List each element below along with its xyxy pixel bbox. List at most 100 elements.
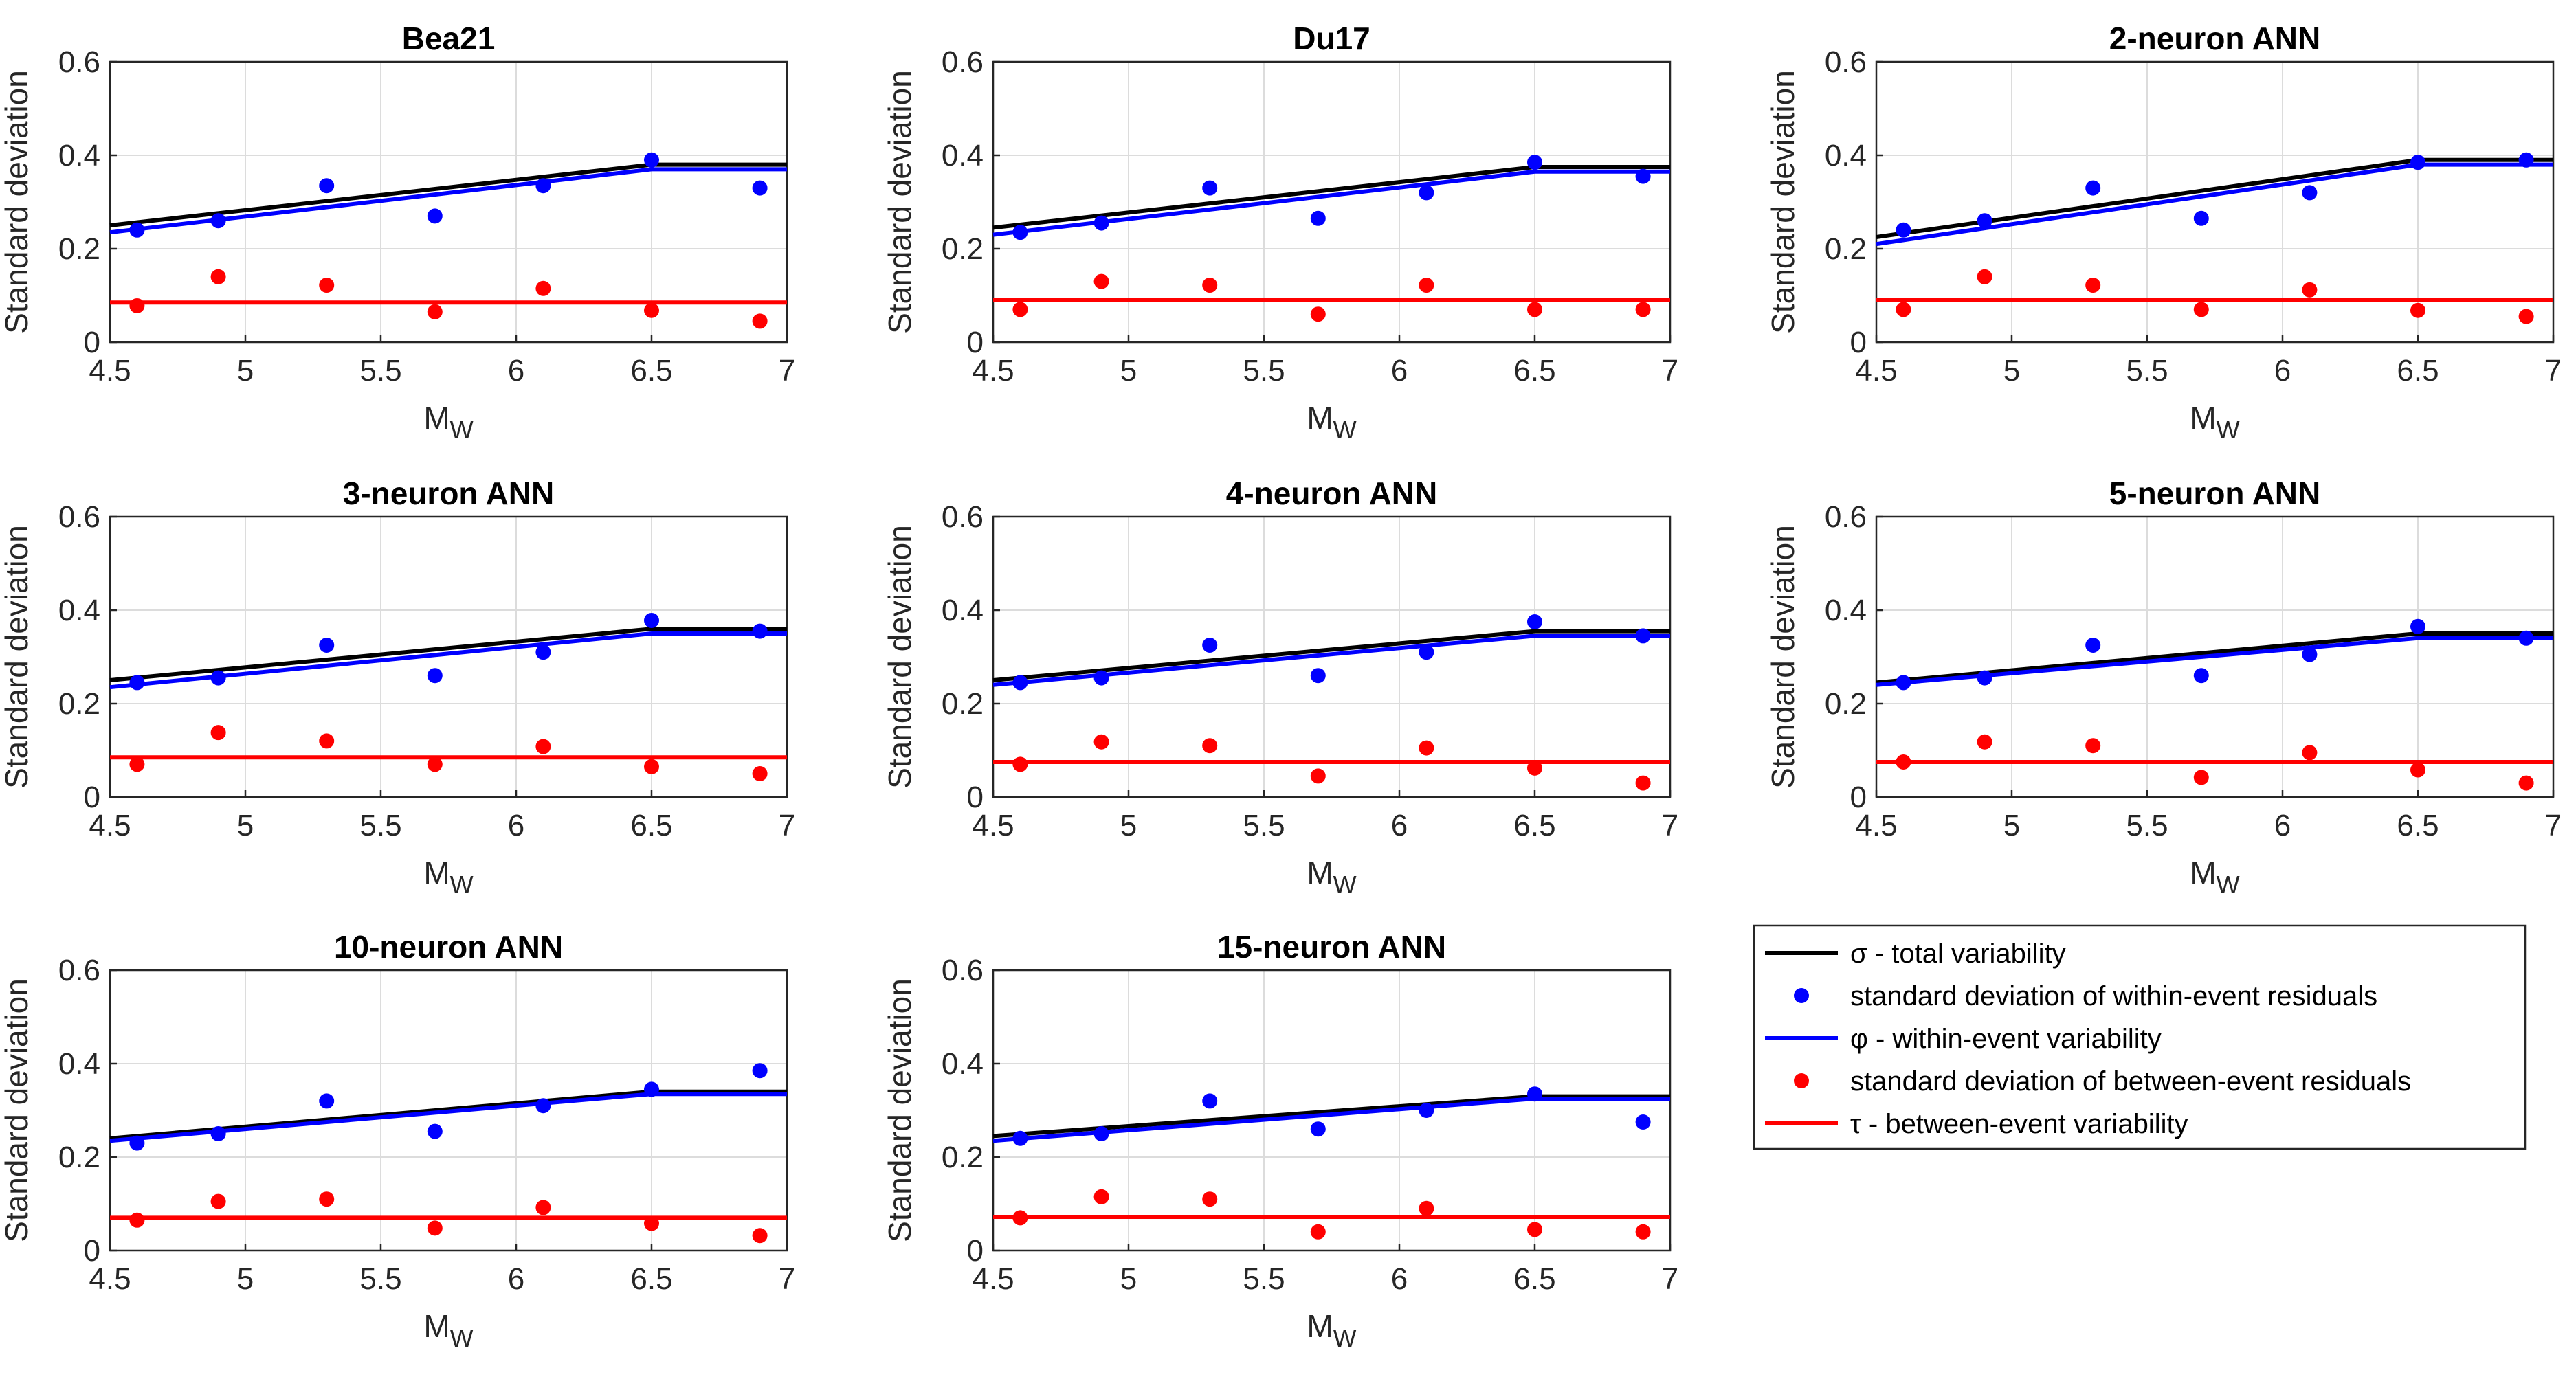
within-event-point (752, 180, 768, 196)
phi-line (992, 169, 1670, 237)
within-event-point (1310, 1121, 1326, 1137)
x-tick-label: 5 (1120, 1262, 1137, 1296)
within-event-point (1202, 638, 1218, 653)
y-tick-label: 0 (84, 1234, 100, 1268)
within-event-point (644, 1081, 659, 1097)
x-axis-label-sub: W (450, 1324, 474, 1352)
between-event-point (1896, 754, 1911, 770)
x-tick-label: 6.5 (630, 354, 672, 388)
plot-area (110, 517, 787, 797)
x-tick-label: 6.5 (2397, 354, 2439, 388)
x-tick-label: 4.5 (1855, 809, 1897, 842)
within-event-point (1093, 215, 1109, 231)
x-axis-label-sub: W (450, 416, 474, 444)
y-tick-label: 0.2 (1825, 232, 1867, 266)
axes-box (109, 969, 788, 1252)
within-event-point (129, 222, 145, 238)
between-event-point (1012, 1210, 1028, 1226)
between-event-point (1202, 1191, 1218, 1207)
within-event-point (129, 1135, 145, 1151)
between-event-point (1527, 302, 1542, 317)
y-tick-label: 0.4 (58, 139, 100, 172)
axes-box (992, 969, 1672, 1252)
panel-title: 5-neuron ANN (2109, 475, 2321, 511)
within-event-point (644, 612, 659, 628)
axes-box (1875, 515, 2555, 798)
between-event-point (644, 1215, 659, 1231)
y-tick-label: 0.6 (942, 45, 984, 79)
between-event-point (535, 280, 551, 296)
between-event-point (427, 1220, 443, 1236)
between-event-point (1527, 1222, 1542, 1237)
y-tick-label: 0.4 (58, 594, 100, 627)
x-tick-label: 4.5 (1855, 354, 1897, 388)
legend-label: standard deviation of within-event resid… (1850, 981, 2377, 1011)
within-event-point (129, 675, 145, 691)
within-event-point (427, 668, 443, 684)
x-axis-label: MW (423, 1308, 473, 1352)
x-tick-label: 5 (237, 809, 254, 842)
x-tick-label: 4.5 (89, 354, 131, 388)
y-tick-label: 0.4 (942, 594, 984, 627)
within-event-point (535, 178, 551, 194)
panel-7: 4.5 5 5.5 6 6.5 7 0 0.2 0.4 0.6 10-neuron ANN Stand… (0, 929, 795, 1352)
axes-box (1875, 60, 2555, 344)
between-event-point (1202, 738, 1218, 754)
within-event-point (1202, 180, 1218, 196)
within-event-point (319, 178, 335, 194)
between-event-point (319, 1191, 335, 1207)
x-tick-label: 6.5 (1513, 1262, 1555, 1296)
within-event-point (535, 644, 551, 660)
sigma-line (109, 627, 787, 682)
x-tick-label: 5 (1120, 809, 1137, 842)
within-event-point (2085, 638, 2101, 653)
x-tick-label: 5 (237, 354, 254, 388)
phi-line (1876, 636, 2553, 687)
x-axis-label-main: M (1307, 855, 1333, 890)
x-tick-label: 5.5 (359, 809, 401, 842)
y-axis-label: Standard deviation (882, 978, 918, 1242)
x-tick-label: 4.5 (972, 1262, 1014, 1296)
between-event-point (1896, 302, 1911, 317)
x-tick-label: 7 (1662, 809, 1678, 842)
within-event-point (1635, 168, 1651, 184)
legend-label: τ - between-event variability (1850, 1109, 2188, 1139)
within-event-point (752, 1063, 768, 1079)
x-tick-label: 5.5 (1243, 1262, 1285, 1296)
x-tick-label: 4.5 (972, 354, 1014, 388)
between-event-point (129, 756, 145, 772)
x-tick-label: 5.5 (2126, 354, 2168, 388)
x-tick-label: 5.5 (1243, 354, 1285, 388)
within-event-point (2518, 152, 2534, 168)
between-event-point (1093, 1189, 1109, 1204)
y-tick-label: 0.2 (1825, 687, 1867, 721)
x-axis-label: MW (2190, 855, 2239, 899)
x-tick-label: 7 (779, 354, 795, 388)
x-tick-label: 7 (2545, 354, 2562, 388)
within-event-point (1419, 185, 1434, 201)
between-event-point (210, 1193, 226, 1209)
x-tick-label: 6 (1391, 1262, 1408, 1296)
phi-line (109, 631, 787, 690)
plot-area (110, 62, 787, 342)
panel-1: 4.5 5 5.5 6 6.5 7 0 0.2 0.4 0.6 Bea21 Standard devi… (0, 21, 795, 444)
x-axis-label: MW (423, 855, 473, 899)
x-axis-label-sub: W (2217, 416, 2240, 444)
y-tick-label: 0.6 (58, 45, 100, 79)
y-tick-label: 0.2 (58, 687, 100, 721)
x-tick-label: 7 (1662, 354, 1678, 388)
between-event-point (1202, 278, 1218, 293)
within-event-point (2193, 668, 2209, 684)
legend-label: standard deviation of between-event resi… (1850, 1066, 2411, 1097)
x-axis-label-main: M (2190, 855, 2216, 890)
x-axis-label: MW (1307, 855, 1356, 899)
y-tick-label: 0 (967, 1234, 984, 1268)
within-event-point (2518, 630, 2534, 646)
axes-box (109, 60, 788, 344)
panel-title: Du17 (1293, 21, 1370, 56)
y-tick-label: 0 (84, 326, 100, 359)
between-event-point (1310, 306, 1326, 322)
panel-title: Bea21 (402, 21, 496, 56)
legend: σ - total variability standard deviation … (1753, 924, 2527, 1150)
